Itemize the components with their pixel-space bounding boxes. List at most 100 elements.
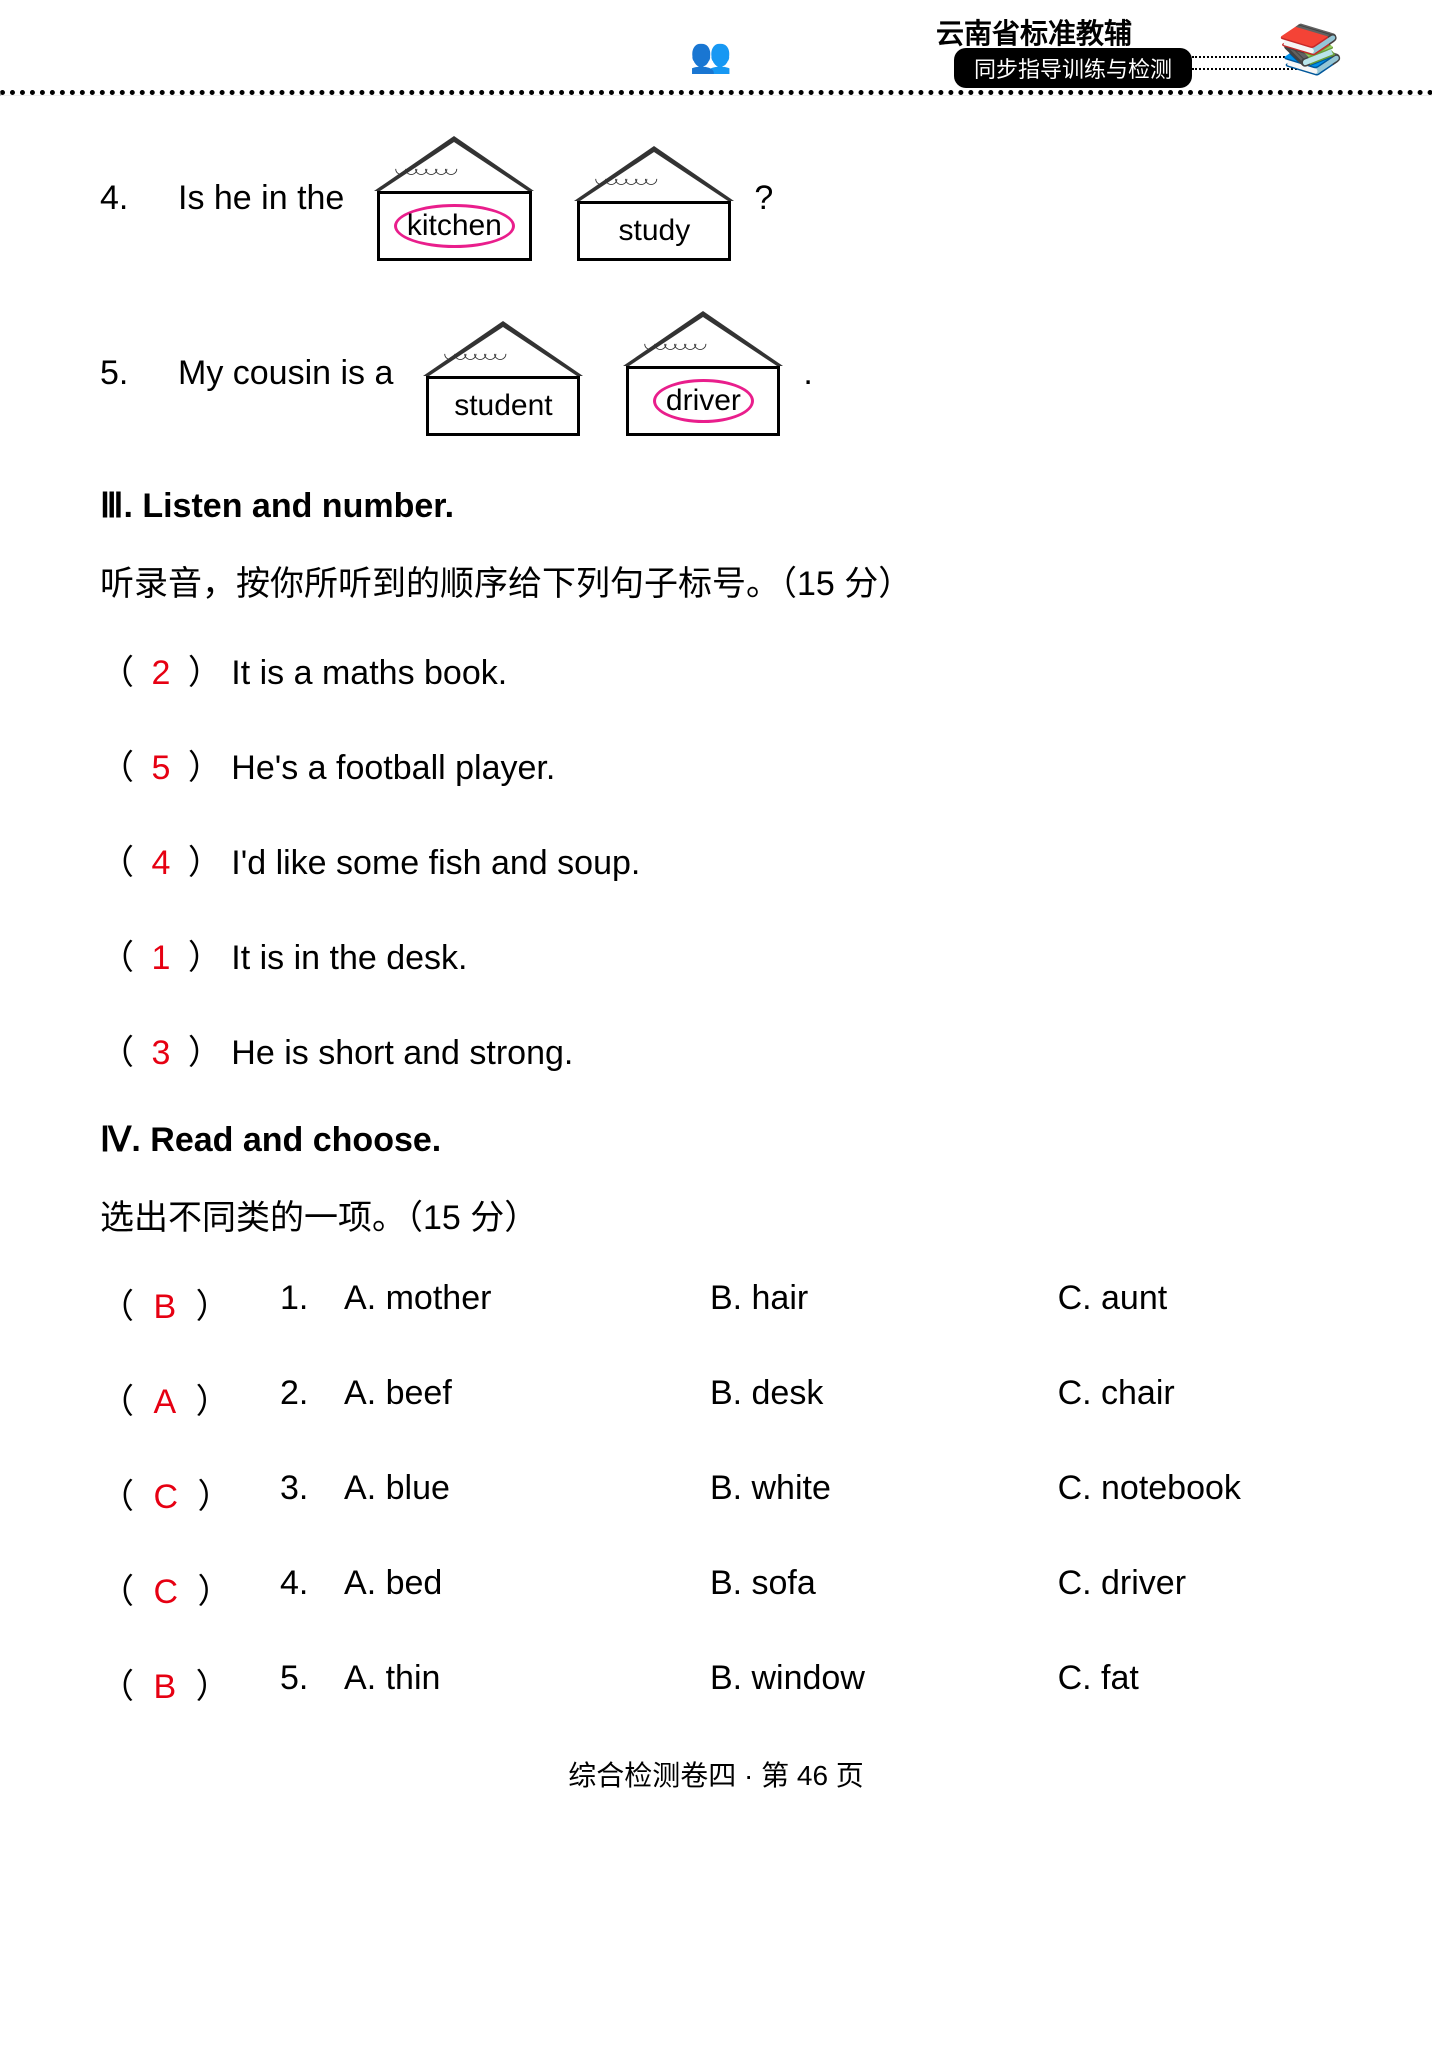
choose-number: 5. xyxy=(280,1659,344,1708)
choose-answer-cell: （ A ） xyxy=(100,1374,280,1423)
choose-answer: B xyxy=(143,1288,186,1326)
q5-number: 5. xyxy=(100,354,160,393)
q4-text: Is he in the xyxy=(178,179,344,218)
q4-tail: ? xyxy=(754,179,773,218)
listen-item: （ 5 ） He's a football player. xyxy=(100,740,1332,789)
paren-close: ） xyxy=(186,1668,229,1706)
books-icon: 📚 xyxy=(1275,15,1347,84)
q5-text: My cousin is a xyxy=(178,354,393,393)
option-a: A. bed xyxy=(344,1564,710,1613)
choose-answer-cell: （ B ） xyxy=(100,1279,280,1328)
paren-close: ） xyxy=(178,654,231,692)
house-roof-icon: ◡◡◡◡◡◡ xyxy=(574,146,734,201)
choose-row: （ C ）4.A. bedB. sofaC. driver xyxy=(100,1564,1332,1613)
section-4-head: Ⅳ. Read and choose. xyxy=(100,1120,1332,1160)
choose-answer: A xyxy=(143,1383,186,1421)
q4-house-1: ◡◡◡◡◡◡ kitchen xyxy=(374,136,534,261)
q5-house-2-body: driver xyxy=(626,366,780,436)
option-c: C. chair xyxy=(1058,1374,1332,1423)
listen-answer: 4 xyxy=(143,844,178,882)
faces-icon: 👥 xyxy=(690,36,732,76)
content-area: 4. Is he in the ◡◡◡◡◡◡ kitchen ◡◡◡◡◡◡ st… xyxy=(0,96,1432,1794)
choose-answer: B xyxy=(143,1668,186,1706)
section-3-instruction: 听录音，按你所听到的顺序给下列句子标号。（15 分） xyxy=(100,556,1332,605)
house-roof-icon: ◡◡◡◡◡◡ xyxy=(374,136,534,191)
listen-text: He's a football player. xyxy=(231,749,555,787)
q5-house-1-body: student xyxy=(426,376,580,436)
header-title: 云南省标准教辅 xyxy=(936,12,1132,52)
section-4-instruction: 选出不同类的一项。（15 分） xyxy=(100,1190,1332,1239)
section-4-list: （ B ）1.A. motherB. hairC. aunt（ A ）2.A. … xyxy=(100,1279,1332,1708)
q4-house-1-label: kitchen xyxy=(394,204,515,248)
page-footer: 综合检测卷四 · 第 46 页 xyxy=(100,1754,1332,1794)
paren-open: （ xyxy=(100,1668,143,1706)
q5-houses: ◡◡◡◡◡◡ student ◡◡◡◡◡◡ driver xyxy=(423,311,783,436)
choose-number: 1. xyxy=(280,1279,344,1328)
paren-close: ） xyxy=(188,1478,231,1516)
choose-number: 3. xyxy=(280,1469,344,1518)
listen-answer: 1 xyxy=(143,939,178,977)
option-b: B. window xyxy=(710,1659,1058,1708)
choose-answer: C xyxy=(143,1478,188,1516)
q4-number: 4. xyxy=(100,179,160,218)
paren-open: （ xyxy=(100,939,143,977)
q4-houses: ◡◡◡◡◡◡ kitchen ◡◡◡◡◡◡ study xyxy=(374,136,734,261)
paren-close: ） xyxy=(178,749,231,787)
listen-answer: 2 xyxy=(143,654,178,692)
paren-close: ） xyxy=(186,1288,229,1326)
page-header: 👥 云南省标准教辅 同步指导训练与检测 📚 xyxy=(0,0,1432,90)
q5-tail: . xyxy=(803,354,812,393)
q5-house-1-label: student xyxy=(454,389,552,422)
paren-close: ） xyxy=(178,844,231,882)
listen-answer: 5 xyxy=(143,749,178,787)
q4-house-1-body: kitchen xyxy=(377,191,532,261)
choose-row: （ B ）1.A. motherB. hairC. aunt xyxy=(100,1279,1332,1328)
choose-number: 4. xyxy=(280,1564,344,1613)
option-b: B. white xyxy=(710,1469,1058,1518)
paren-open: （ xyxy=(100,844,143,882)
choose-row: （ B ）5.A. thinB. windowC. fat xyxy=(100,1659,1332,1708)
paren-open: （ xyxy=(100,1383,143,1421)
listen-item: （ 2 ） It is a maths book. xyxy=(100,645,1332,694)
option-b: B. hair xyxy=(710,1279,1058,1328)
choose-answer-cell: （ C ） xyxy=(100,1564,280,1613)
paren-close: ） xyxy=(188,1573,231,1611)
listen-text: It is a maths book. xyxy=(231,654,507,692)
choose-row: （ A ）2.A. beefB. deskC. chair xyxy=(100,1374,1332,1423)
paren-close: ） xyxy=(186,1383,229,1421)
option-c: C. driver xyxy=(1058,1564,1332,1613)
header-banner: 同步指导训练与检测 xyxy=(954,48,1192,88)
paren-open: （ xyxy=(100,1034,143,1072)
paren-open: （ xyxy=(100,1573,143,1611)
paren-open: （ xyxy=(100,749,143,787)
listen-answer: 3 xyxy=(143,1034,178,1072)
paren-open: （ xyxy=(100,654,143,692)
house-roof-icon: ◡◡◡◡◡◡ xyxy=(623,311,783,366)
choose-answer-cell: （ B ） xyxy=(100,1659,280,1708)
choose-number: 2. xyxy=(280,1374,344,1423)
option-c: C. aunt xyxy=(1058,1279,1332,1328)
house-roof-icon: ◡◡◡◡◡◡ xyxy=(423,321,583,376)
q4-house-2-body: study xyxy=(577,201,731,261)
question-4: 4. Is he in the ◡◡◡◡◡◡ kitchen ◡◡◡◡◡◡ st… xyxy=(100,136,1332,261)
section-3-list: （ 2 ） It is a maths book.（ 5 ） He's a fo… xyxy=(100,645,1332,1074)
q4-house-2: ◡◡◡◡◡◡ study xyxy=(574,146,734,261)
option-c: C. notebook xyxy=(1058,1469,1332,1518)
question-5: 5. My cousin is a ◡◡◡◡◡◡ student ◡◡◡◡◡◡ … xyxy=(100,311,1332,436)
listen-item: （ 1 ） It is in the desk. xyxy=(100,930,1332,979)
q5-house-1: ◡◡◡◡◡◡ student xyxy=(423,321,583,436)
q4-house-2-label: study xyxy=(618,214,690,247)
option-b: B. sofa xyxy=(710,1564,1058,1613)
paren-open: （ xyxy=(100,1478,143,1516)
listen-text: I'd like some fish and soup. xyxy=(231,844,640,882)
choose-row: （ C ） 3.A. blueB. whiteC. notebook xyxy=(100,1469,1332,1518)
listen-text: It is in the desk. xyxy=(231,939,467,977)
q5-house-2-label: driver xyxy=(653,379,754,423)
option-a: A. thin xyxy=(344,1659,710,1708)
paren-close: ） xyxy=(178,939,231,977)
page: 👥 云南省标准教辅 同步指导训练与检测 📚 4. Is he in the ◡◡… xyxy=(0,0,1432,1834)
option-a: A. blue xyxy=(344,1469,710,1518)
paren-open: （ xyxy=(100,1288,143,1326)
listen-text: He is short and strong. xyxy=(231,1034,573,1072)
option-a: A. beef xyxy=(344,1374,710,1423)
